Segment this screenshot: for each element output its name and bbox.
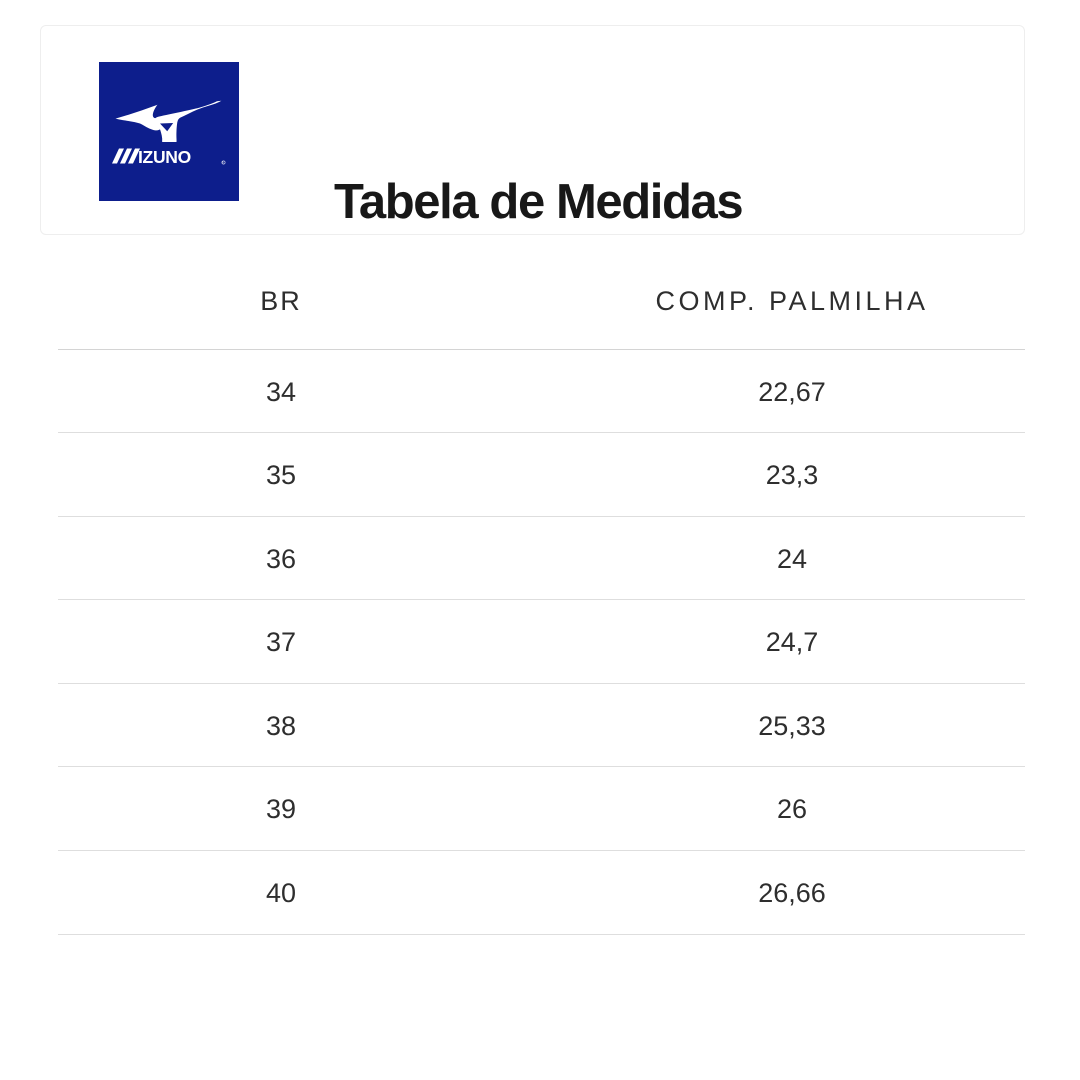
svg-text:IZUNO: IZUNO	[138, 147, 191, 167]
svg-text:R: R	[222, 162, 224, 165]
